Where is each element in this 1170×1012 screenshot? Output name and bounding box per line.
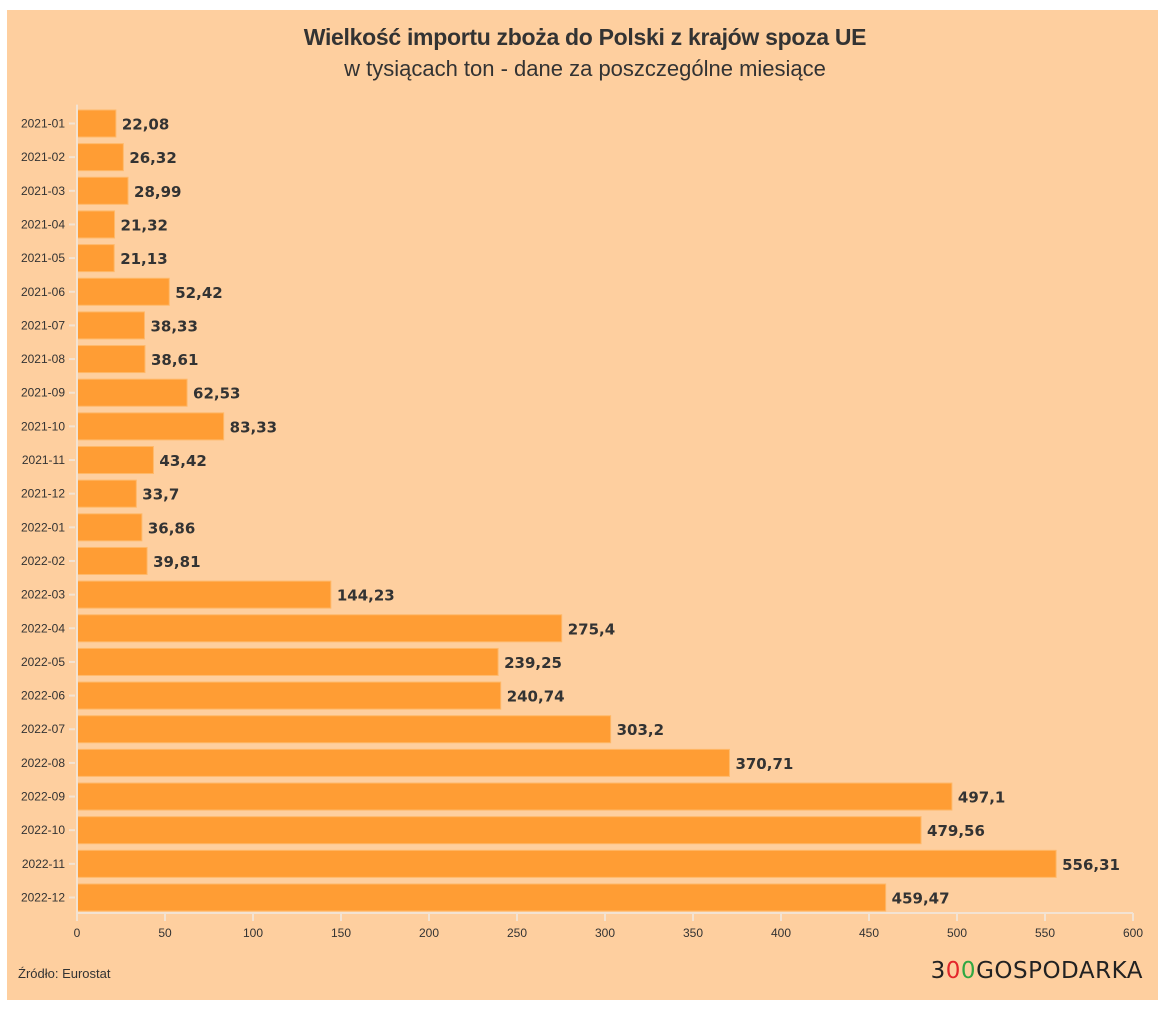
bar — [76, 277, 170, 306]
value-label: 240,74 — [507, 688, 565, 706]
category-label: 2021-11 — [22, 453, 65, 467]
x-tick-label: 200 — [419, 926, 439, 940]
bar — [76, 446, 154, 475]
bar — [76, 412, 225, 441]
x-tick-label: 250 — [507, 926, 527, 940]
bar — [76, 614, 563, 643]
chart-title: Wielkość importu zboża do Polski z krajó… — [303, 24, 867, 50]
bar — [76, 143, 124, 172]
value-label: 497,1 — [958, 789, 1005, 807]
x-tick-label: 600 — [1123, 926, 1143, 940]
source-note: Źródło: Eurostat — [18, 966, 111, 981]
category-label: 2021-07 — [21, 318, 65, 332]
category-label: 2021-05 — [21, 251, 65, 265]
value-label: 33,7 — [142, 486, 179, 504]
x-tick-label: 50 — [158, 926, 172, 940]
value-label: 479,56 — [927, 822, 985, 840]
bar — [76, 378, 188, 407]
category-label: 2021-02 — [21, 150, 65, 164]
bar — [76, 681, 502, 710]
bar — [76, 109, 117, 138]
bar — [76, 311, 145, 340]
value-label: 303,2 — [617, 721, 664, 739]
bar — [76, 782, 953, 811]
value-label: 38,33 — [150, 317, 197, 335]
x-tick-label: 450 — [859, 926, 879, 940]
bar — [76, 210, 116, 239]
x-tick-label: 550 — [1035, 926, 1055, 940]
value-label: 36,86 — [148, 519, 195, 537]
chart-subtitle: w tysiącach ton - dane za poszczególne m… — [344, 56, 826, 81]
value-label: 39,81 — [153, 553, 200, 571]
bar — [76, 715, 612, 744]
category-label: 2021-01 — [21, 117, 65, 131]
bar — [76, 244, 115, 273]
bar — [76, 513, 143, 542]
category-label: 2022-05 — [21, 655, 65, 669]
value-label: 22,08 — [122, 116, 169, 134]
category-label: 2022-12 — [21, 891, 65, 905]
category-label: 2022-02 — [21, 554, 65, 568]
category-label: 2021-06 — [21, 285, 65, 299]
bar — [76, 345, 146, 374]
category-label: 2021-09 — [21, 386, 65, 400]
x-tick-label: 400 — [771, 926, 791, 940]
x-tick-label: 350 — [683, 926, 703, 940]
bar — [76, 176, 129, 205]
value-label: 144,23 — [337, 587, 395, 605]
value-label: 26,32 — [129, 149, 176, 167]
category-label: 2022-11 — [22, 857, 65, 871]
logo-part-green-0: 0 — [960, 958, 977, 984]
category-label: 2022-07 — [21, 722, 65, 736]
category-label: 2022-09 — [21, 790, 65, 804]
bar — [76, 748, 730, 777]
value-label: 52,42 — [175, 284, 222, 302]
value-label: 21,32 — [121, 216, 168, 234]
value-label: 370,71 — [735, 755, 793, 773]
category-label: 2022-06 — [21, 689, 65, 703]
category-label: 2021-10 — [21, 419, 65, 433]
value-label: 43,42 — [159, 452, 206, 470]
logo-part-3: 3 — [930, 958, 946, 984]
category-label: 2021-12 — [21, 487, 65, 501]
value-label: 83,33 — [230, 418, 277, 436]
category-label: 2022-08 — [21, 756, 65, 770]
bar — [76, 816, 922, 845]
x-tick-label: 100 — [243, 926, 263, 940]
value-label: 62,53 — [193, 385, 240, 403]
logo-part-red-0: 0 — [945, 958, 961, 984]
publisher-logo: 300GOSPODARKA — [931, 958, 1143, 984]
bars-layer: 22,08 26,32 28,99 21,32 21,13 52,42 38,33 38,61… — [76, 109, 1120, 912]
x-tick-label: 0 — [74, 926, 81, 940]
value-label: 556,31 — [1062, 856, 1120, 874]
category-label: 2022-03 — [21, 588, 65, 602]
x-tick-label: 300 — [595, 926, 615, 940]
category-label: 2022-01 — [21, 520, 65, 534]
category-label: 2022-10 — [21, 823, 65, 837]
bar — [76, 883, 887, 912]
x-tick-label: 150 — [331, 926, 351, 940]
category-label: 2021-03 — [21, 184, 65, 198]
x-tick-label: 500 — [947, 926, 967, 940]
bar — [76, 849, 1057, 878]
x-axis: 2021-01 2021-02 2021-03 2021-04 2021-05 2021-… — [21, 104, 1143, 940]
bar — [76, 580, 332, 609]
value-label: 459,47 — [892, 890, 950, 908]
value-label: 239,25 — [504, 654, 562, 672]
category-label: 2021-04 — [21, 217, 65, 231]
value-label: 21,13 — [120, 250, 167, 268]
bar — [76, 647, 499, 676]
bar — [76, 546, 148, 575]
bar — [76, 479, 137, 508]
category-label: 2022-04 — [21, 621, 65, 635]
value-label: 28,99 — [134, 183, 181, 201]
category-label: 2021-08 — [21, 352, 65, 366]
logo-part-text: GOSPODARKA — [976, 958, 1143, 984]
value-label: 38,61 — [151, 351, 198, 369]
value-label: 275,4 — [568, 620, 615, 638]
